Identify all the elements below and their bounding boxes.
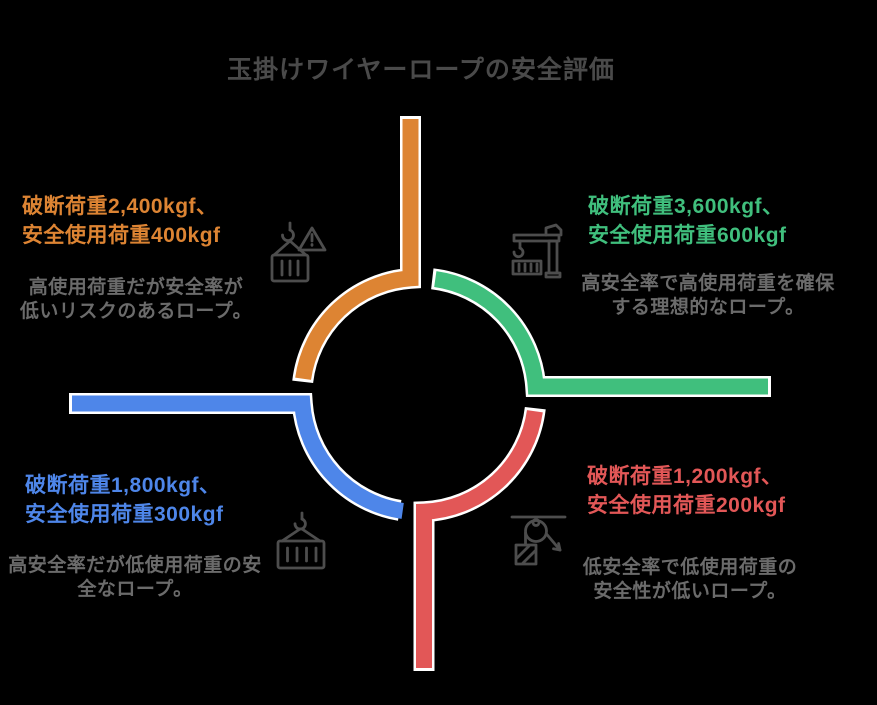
bottom-right-heading: 破断荷重1,200kgf、 安全使用荷重200kgf	[587, 462, 786, 520]
top-left-heading-line1: 破断荷重2,400kgf、	[22, 195, 218, 218]
bottom-right-heading-line2: 安全使用荷重200kgf	[587, 494, 786, 517]
hanging-container-icon	[276, 511, 326, 570]
pulley-load-icon	[510, 515, 567, 566]
tower-crane-icon	[511, 223, 563, 279]
top-left-desc-line2: 低いリスクのあるロープ。	[19, 301, 253, 322]
bottom-left-desc-line1: 高安全率だが低使用荷重の安	[8, 555, 262, 576]
top-left-description: 高使用荷重だが安全率が 低いリスクのあるロープ。	[11, 276, 261, 324]
top-right-heading-line1: 破断荷重3,600kgf、	[588, 195, 784, 218]
top-right-heading-line2: 安全使用荷重600kgf	[588, 224, 787, 247]
bottom-left-desc-line2: 全なロープ。	[77, 579, 193, 600]
top-left-heading-line2: 安全使用荷重400kgf	[22, 224, 221, 247]
loop-segment-red	[416, 410, 543, 668]
bottom-left-heading: 破断荷重1,800kgf、 安全使用荷重300kgf	[25, 471, 224, 529]
top-right-desc-line2: する理想的なロープ。	[611, 297, 805, 318]
loop-segment-blue	[72, 395, 404, 519]
bottom-right-desc-line2: 安全性が低いロープ。	[593, 581, 787, 602]
top-right-description: 高安全率で高使用荷重を確保 する理想的なロープ。	[568, 272, 848, 320]
bottom-left-heading-line1: 破断荷重1,800kgf、	[25, 474, 221, 497]
bottom-right-desc-line1: 低安全率で低使用荷重の	[582, 557, 798, 578]
top-right-heading: 破断荷重3,600kgf、 安全使用荷重600kgf	[588, 192, 787, 250]
page-title: 玉掛けワイヤーロープの安全評価	[227, 56, 615, 84]
top-left-heading: 破断荷重2,400kgf、 安全使用荷重400kgf	[22, 192, 221, 250]
loop-segment-orange	[295, 119, 419, 380]
top-right-desc-line1: 高安全率で高使用荷重を確保	[581, 273, 835, 294]
bottom-left-description: 高安全率だが低使用荷重の安 全なロープ。	[5, 554, 265, 602]
hook-load-warning-icon	[270, 221, 327, 283]
bottom-left-heading-line2: 安全使用荷重300kgf	[25, 503, 224, 526]
top-left-desc-line1: 高使用荷重だが安全率が	[28, 277, 244, 298]
bottom-right-description: 低安全率で低使用荷重の 安全性が低いロープ。	[570, 556, 810, 604]
loop-segment-green	[434, 271, 768, 395]
bottom-right-heading-line1: 破断荷重1,200kgf、	[587, 465, 783, 488]
